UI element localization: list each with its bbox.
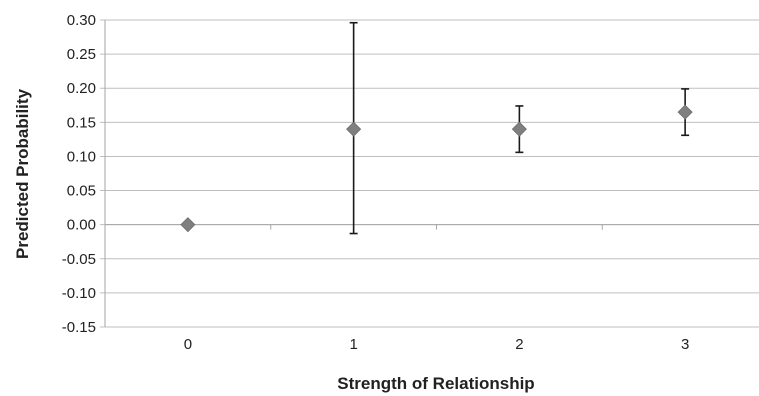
data-series xyxy=(180,21,693,235)
y-tick-label: 0.00 xyxy=(67,217,96,234)
x-tick-label: 0 xyxy=(184,336,192,353)
y-tick-label: -0.15 xyxy=(62,319,96,336)
data-point xyxy=(180,217,196,233)
x-tick-label: 3 xyxy=(681,336,689,353)
x-axis: 0 1 2 3 xyxy=(104,224,759,353)
x-axis-title: Strength of Relationship xyxy=(337,374,534,393)
y-tick-label: 0.25 xyxy=(67,46,96,63)
data-point xyxy=(346,121,362,137)
y-tick-label: 0.30 xyxy=(67,12,96,29)
data-point xyxy=(677,104,693,120)
y-axis-title: Predicted Probability xyxy=(13,88,32,259)
gridlines xyxy=(100,19,759,328)
y-tick-label: -0.10 xyxy=(62,285,96,302)
y-tick-label: 0.20 xyxy=(67,80,96,97)
x-tick-label: 1 xyxy=(349,336,357,353)
data-point xyxy=(511,121,527,137)
y-tick-label: 0.15 xyxy=(67,114,96,131)
x-tick-label: 2 xyxy=(515,336,523,353)
y-tick-label: 0.05 xyxy=(67,183,96,200)
y-tick-label: 0.10 xyxy=(67,148,96,165)
y-tick-label: -0.05 xyxy=(62,251,96,268)
y-axis: 0.30 0.25 0.20 0.15 0.10 0.05 0.00 -0.05 -0.10 -0… xyxy=(62,12,106,336)
